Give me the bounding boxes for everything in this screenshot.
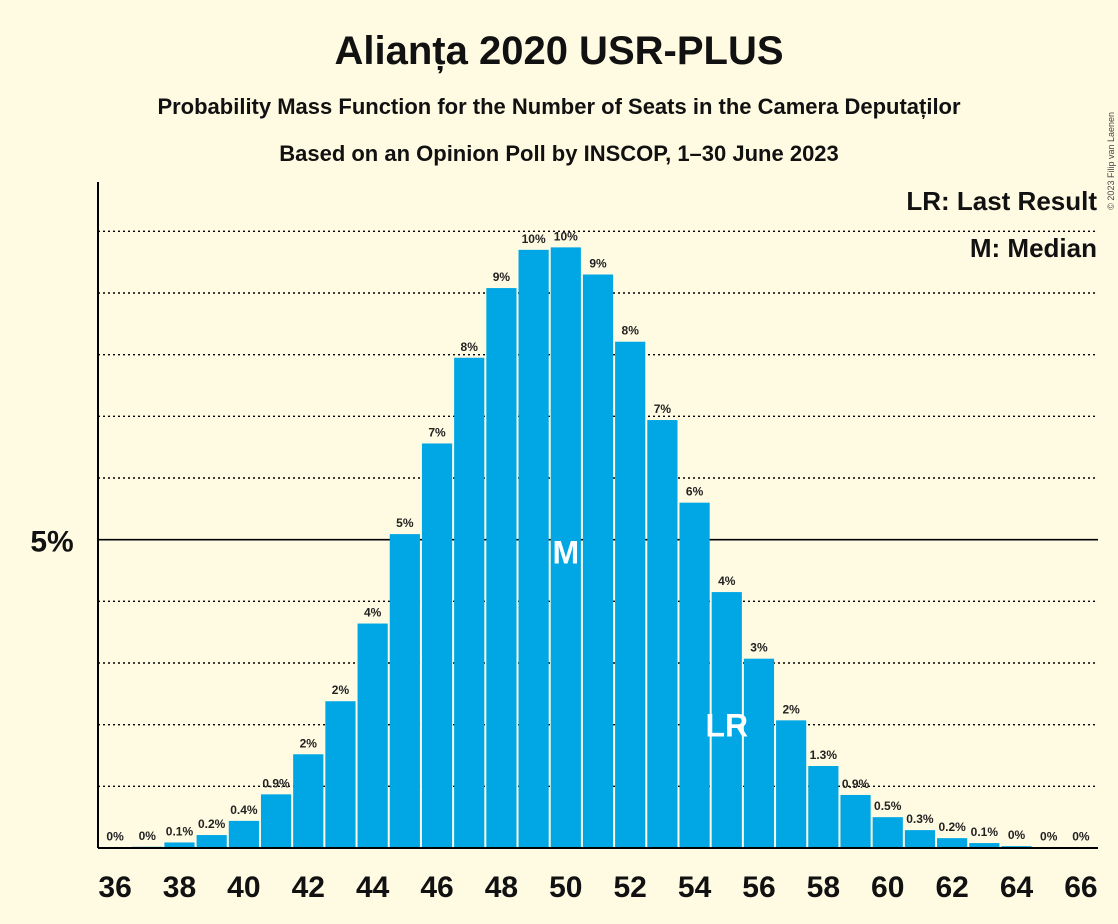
bar-value-label: 2% [332,683,350,697]
x-tick-label: 60 [871,871,904,904]
bar-value-label: 0% [1040,829,1058,843]
bar-seat-46 [421,443,453,848]
bar-value-label: 7% [654,402,672,416]
bar-value-label: 0.2% [198,817,226,831]
bar-value-label: 0.2% [938,820,966,834]
x-tick-label: 56 [742,871,775,904]
median-marker: M [552,535,579,571]
x-tick-label: 52 [614,871,647,904]
bar-seat-55 [711,592,742,848]
x-ticks-group: 36 38 40 42 44 46 48 50 52 54 56 58 60 62 64 66 [98,871,1097,904]
bar-seat-47 [454,357,485,848]
bar-value-label: 9% [493,270,511,284]
bar-seat-63 [969,843,1000,848]
bar-seat-38 [164,842,195,848]
bar-value-label: 2% [300,736,318,750]
bar-seat-54 [679,502,710,848]
x-tick-label: 38 [163,871,196,904]
bar-value-label: 0.4% [230,803,258,817]
bar-value-label: 0.9% [262,776,290,790]
x-tick-label: 54 [678,871,712,904]
last-result-marker: LR [705,708,748,744]
bar-seat-39 [196,835,227,848]
bar-seat-62 [937,838,968,848]
bar-value-label: 10% [522,232,546,246]
bar-value-label: 0% [106,829,124,843]
bar-value-label: 8% [622,324,640,338]
x-tick-label: 42 [292,871,325,904]
chart-title: Alianța 2020 USR-PLUS [334,29,783,73]
x-tick-label: 58 [807,871,840,904]
bar-seat-42 [293,754,324,848]
x-tick-label: 62 [935,871,968,904]
bar-value-label: 0.3% [906,812,934,826]
legend-last-result: LR: Last Result [906,186,1097,216]
bar-labels-group: 0% 0% 0.1% 0.2% 0.4% 0.9% 2% 2% 4% 5% 7% 8% 9% 10% 10%… [106,229,1089,843]
copyright-notice: © 2023 Filip van Laenen [1106,112,1116,210]
bar-seat-50 [550,247,581,848]
bar-value-label: 10% [554,229,578,243]
bar-seat-53 [647,420,678,848]
bar-value-label: 0.9% [842,777,870,791]
x-tick-label: 48 [485,871,518,904]
bar-seat-59 [840,794,871,848]
legend-median: M: Median [970,233,1097,263]
bar-value-label: 4% [718,574,736,588]
x-tick-label: 66 [1064,871,1097,904]
bar-value-label: 0% [1008,828,1026,842]
bar-seat-61 [904,830,936,848]
bar-seat-60 [872,817,903,848]
bar-value-label: 0.1% [971,825,999,839]
bar-value-label: 8% [461,340,479,354]
bars-group [100,247,1096,849]
bar-seat-41 [260,794,292,848]
bar-seat-58 [808,765,839,848]
chart-source-subtitle: Based on an Opinion Poll by INSCOP, 1–30… [279,141,839,166]
bar-value-label: 3% [750,641,768,655]
x-tick-label: 40 [227,871,260,904]
bar-value-label: 6% [686,485,704,499]
x-tick-label: 50 [549,871,582,904]
bar-seat-51 [582,274,614,848]
bar-value-label: 2% [782,702,800,716]
markers-group: M LR [552,535,748,744]
x-tick-label: 46 [420,871,453,904]
x-tick-label: 36 [98,871,131,904]
chart-subtitle: Probability Mass Function for the Number… [157,94,961,119]
bar-value-label: 5% [396,516,414,530]
bar-value-label: 7% [428,425,446,439]
bar-value-label: 0.1% [166,824,194,838]
bar-value-label: 0.5% [874,799,902,813]
bar-seat-40 [228,820,259,848]
bar-value-label: 1.3% [810,748,838,762]
bar-seat-52 [615,341,646,848]
bar-seat-56 [743,658,775,848]
bar-seat-48 [486,288,517,849]
bar-seat-45 [389,534,420,848]
bar-seat-49 [518,249,549,849]
bar-value-label: 4% [364,606,382,620]
x-tick-label: 64 [1000,871,1034,904]
bar-seat-57 [776,720,807,848]
y-tick-label-5pct: 5% [30,526,73,559]
bar-seat-44 [357,623,388,848]
bar-value-label: 0% [139,829,157,843]
x-tick-label: 44 [356,871,390,904]
bar-value-label: 9% [589,257,607,271]
bar-value-label: 0% [1072,829,1090,843]
bar-seat-43 [325,701,356,848]
